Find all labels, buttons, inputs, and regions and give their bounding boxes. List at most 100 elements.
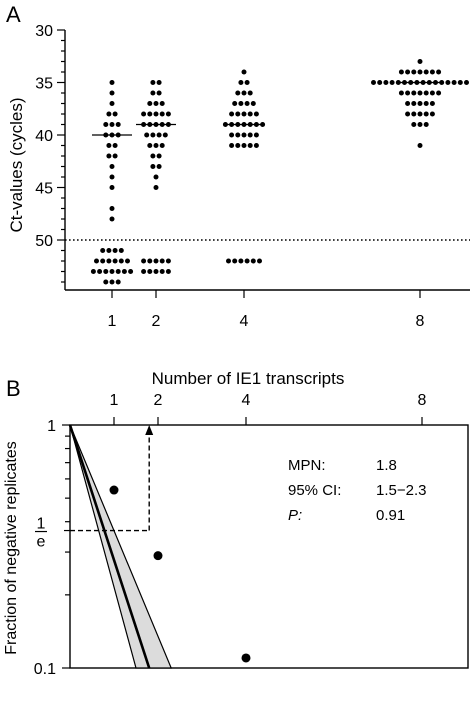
- data-point: [109, 122, 115, 127]
- data-point: [147, 258, 153, 264]
- data-point: [156, 153, 162, 159]
- panel-b-y-axis-label: Fraction of negative replicates: [3, 441, 20, 654]
- data-point: [156, 164, 162, 169]
- data-point: [121, 269, 127, 274]
- data-point: [232, 101, 238, 106]
- data-point: [253, 132, 259, 138]
- y-tick-label: 1: [47, 418, 56, 435]
- data-point: [103, 122, 109, 127]
- data-point: [457, 80, 463, 85]
- x-tick-label: 2: [152, 313, 161, 330]
- y-tick-label: 50: [35, 233, 53, 250]
- data-point: [94, 258, 99, 264]
- data-point: [411, 101, 417, 106]
- data-point: [405, 101, 411, 106]
- data-point: [244, 258, 250, 264]
- data-point: [226, 258, 231, 264]
- data-point: [241, 111, 247, 117]
- x-tick-label: 8: [416, 313, 425, 330]
- data-point: [238, 258, 244, 264]
- data-point: [247, 143, 253, 148]
- data-point: [147, 143, 153, 148]
- data-point: [244, 101, 250, 106]
- data-point: [150, 80, 156, 85]
- stats-label: 95% CI:: [288, 482, 341, 499]
- data-point: [109, 90, 115, 96]
- data-point: [141, 269, 147, 274]
- data-point: [109, 269, 115, 274]
- data-point: [156, 80, 162, 85]
- data-point: [118, 258, 124, 264]
- data-point: [147, 101, 153, 106]
- data-point: [165, 269, 171, 274]
- panel-a-y-axis-label: Ct-values (cycles): [7, 97, 26, 232]
- data-point: [229, 132, 235, 138]
- data-point: [112, 111, 118, 117]
- panel-b-stats-table: MPN: 1.8 95% CI: 1.5−2.3 P: 0.91: [288, 457, 426, 524]
- data-point: [423, 90, 429, 96]
- data-point: [241, 143, 247, 148]
- data-point: [112, 258, 118, 264]
- data-point: [162, 132, 168, 138]
- y-tick-label: 35: [35, 76, 53, 93]
- data-point: [377, 80, 383, 85]
- data-point: [159, 269, 165, 274]
- data-point: [398, 69, 404, 75]
- data-point: [423, 122, 429, 127]
- data-point: [411, 69, 417, 75]
- data-point: [436, 90, 442, 96]
- data-point: [109, 216, 115, 222]
- panel-a: A 30 35 40 45 50 1 2 4 8 Ct-values (cycles) Numb…: [6, 2, 470, 388]
- data-point: [109, 101, 115, 106]
- data-point: [150, 90, 156, 96]
- data-point: [153, 258, 159, 264]
- data-point: [423, 101, 429, 106]
- data-point: [150, 164, 156, 169]
- data-point: [250, 258, 256, 264]
- data-point: [90, 269, 96, 274]
- data-point: [153, 143, 159, 148]
- data-point: [159, 258, 165, 264]
- data-point: [144, 132, 150, 138]
- data-point: [417, 59, 423, 64]
- data-point: [141, 111, 147, 117]
- data-point: [241, 653, 251, 663]
- panel-a-data-points: [90, 59, 469, 285]
- data-point: [97, 269, 103, 274]
- stats-value: 1.5−2.3: [376, 482, 426, 499]
- data-point: [405, 90, 411, 96]
- data-point: [464, 80, 469, 85]
- y-tick-label: 40: [35, 128, 53, 145]
- data-point: [153, 185, 159, 190]
- data-point: [405, 69, 411, 75]
- data-point: [417, 143, 423, 148]
- data-point: [147, 111, 153, 117]
- x-top-tick-label: 1: [110, 392, 119, 409]
- data-point: [429, 101, 435, 106]
- data-point: [229, 111, 235, 117]
- stats-value: 0.91: [376, 507, 405, 524]
- x-tick-label: 4: [240, 313, 249, 330]
- y-tick-label: 45: [35, 181, 53, 198]
- x-top-tick-label: 8: [418, 392, 427, 409]
- panel-b-letter: B: [6, 376, 21, 401]
- data-point: [115, 122, 121, 127]
- data-point: [429, 111, 435, 117]
- data-point: [439, 80, 445, 85]
- data-point: [106, 153, 112, 159]
- data-point: [423, 111, 429, 117]
- data-point: [411, 90, 417, 96]
- x-top-tick-label: 2: [154, 392, 163, 409]
- plot-frame: [69, 424, 469, 669]
- data-point: [429, 90, 435, 96]
- data-point: [445, 80, 451, 85]
- data-point: [253, 111, 259, 117]
- data-point: [238, 101, 244, 106]
- data-point: [417, 69, 423, 75]
- data-point: [398, 90, 404, 96]
- x-tick-label: 1: [108, 313, 117, 330]
- data-point: [100, 258, 106, 264]
